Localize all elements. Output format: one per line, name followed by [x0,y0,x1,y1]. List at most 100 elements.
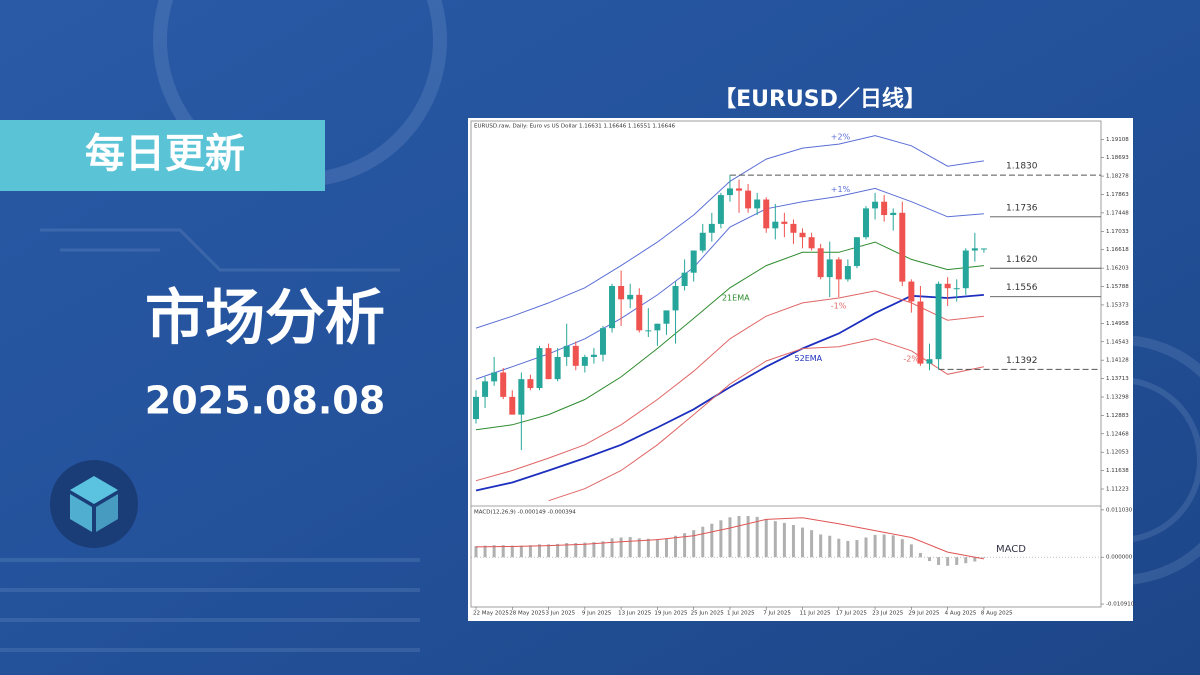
page-title: 市场分析 [145,284,385,354]
macd-bar [474,546,478,558]
indicator-line [548,338,985,502]
level-label: 1.1556 [1006,283,1038,293]
candle-body [599,328,606,355]
y-tick-label: 1.18693 [1106,155,1129,161]
y-tick-label: 1.12053 [1106,450,1129,456]
x-tick-label: 11 Jul 2025 [800,611,832,617]
macd-bar [782,522,786,558]
candle-body [690,250,697,273]
macd-bar [801,527,805,558]
macd-bar [855,540,859,558]
candle-body [645,330,652,332]
chart-info: EURUSD.raw, Daily: Euro vs US Dollar 1.1… [474,124,676,130]
candle-body [890,212,897,216]
macd-bar [728,517,732,558]
candle-body [681,272,688,286]
x-tick-label: 9 Jun 2025 [582,611,612,617]
series-label: -2% [903,354,919,363]
x-tick-label: 19 Jun 2025 [654,611,688,617]
candle-body [672,286,679,311]
y-tick-label: 1.13298 [1106,394,1129,400]
macd-bar [683,533,687,558]
plot-frame [470,120,1102,608]
macd-bar [510,545,514,558]
x-tick-label: 29 Jul 2025 [908,611,940,617]
date: 2025.08.08 [145,379,385,423]
x-tick-label: 8 Aug 2025 [981,611,1013,617]
macd-bar [674,535,678,558]
y-tick-label: 1.17033 [1106,229,1129,235]
indicator-line [475,187,984,380]
candle-body [545,348,552,380]
macd-bar [982,557,986,558]
macd-bar [746,516,750,558]
candle-body [473,396,479,420]
signal-line [475,517,984,560]
chart-heading: 【EURUSD／日线】 [714,86,926,112]
macd-bar [964,557,968,564]
candle-body [518,379,525,415]
candle-body [717,195,724,224]
macd-bar [628,537,632,558]
indicator-line [475,294,984,492]
level-label: 1.1736 [1006,203,1038,213]
macd-bar [819,534,823,558]
candle-body [790,223,797,233]
macd-bar [719,520,723,558]
candle-body [899,212,906,282]
candle-body [980,248,987,250]
macd-bar [701,526,705,558]
macd-bar [655,539,659,558]
candle-body [590,354,597,357]
macd-bar [492,545,496,558]
candle-body [953,288,960,290]
candle-body [835,259,842,280]
candle-body [971,248,978,251]
macd-bar [791,525,795,558]
macd-bar [873,534,877,558]
y-tick-label: 0.000000 [1106,555,1133,561]
badge-text: 每日更新 [85,131,245,177]
x-tick-label: 3 Jun 2025 [546,611,576,617]
candle-body [908,281,915,302]
y-tick-label: -0.010910 [1106,602,1135,608]
y-tick-label: 1.11223 [1106,487,1129,493]
macd-bar [592,542,596,558]
y-tick-label: 1.12468 [1106,431,1129,437]
macd-bar [773,521,777,558]
macd-bar [556,543,560,558]
candle-body [935,283,942,360]
macd-bar [891,535,895,558]
x-tick-label: 4 Aug 2025 [945,611,977,617]
series-label: +2% [831,133,851,142]
candle-body [917,301,924,364]
macd-bar [610,538,614,558]
candle-body [618,286,625,300]
candle-body [491,372,498,382]
macd-bar [583,542,587,558]
candle-body [763,199,770,229]
macd-bar [737,516,741,558]
macd-info: MACD(12,26,9) -0.000149 -0.000394 [474,510,576,516]
candle-body [627,294,634,300]
series-label: -1% [831,301,847,310]
y-tick-label: 1.14543 [1106,339,1129,345]
macd-bar [909,544,913,558]
candle-body [663,310,670,324]
y-tick-label: 1.14128 [1106,358,1129,364]
candle-body [808,237,815,249]
macd-bar [946,557,950,566]
candle-body [944,283,951,289]
x-tick-label: 22 May 2025 [473,611,509,617]
macd-bar [692,530,696,558]
macd-bar [619,537,623,558]
x-tick-label: 25 Jun 2025 [691,611,725,617]
macd-bar [528,545,532,558]
macd-bar [483,545,487,558]
y-tick-label: 1.19108 [1106,137,1129,143]
candle-body [554,356,561,380]
macd-bar [828,535,832,558]
x-tick-label: 28 May 2025 [509,611,545,617]
y-tick-label: 1.14958 [1106,321,1129,327]
candle-body [772,221,779,229]
